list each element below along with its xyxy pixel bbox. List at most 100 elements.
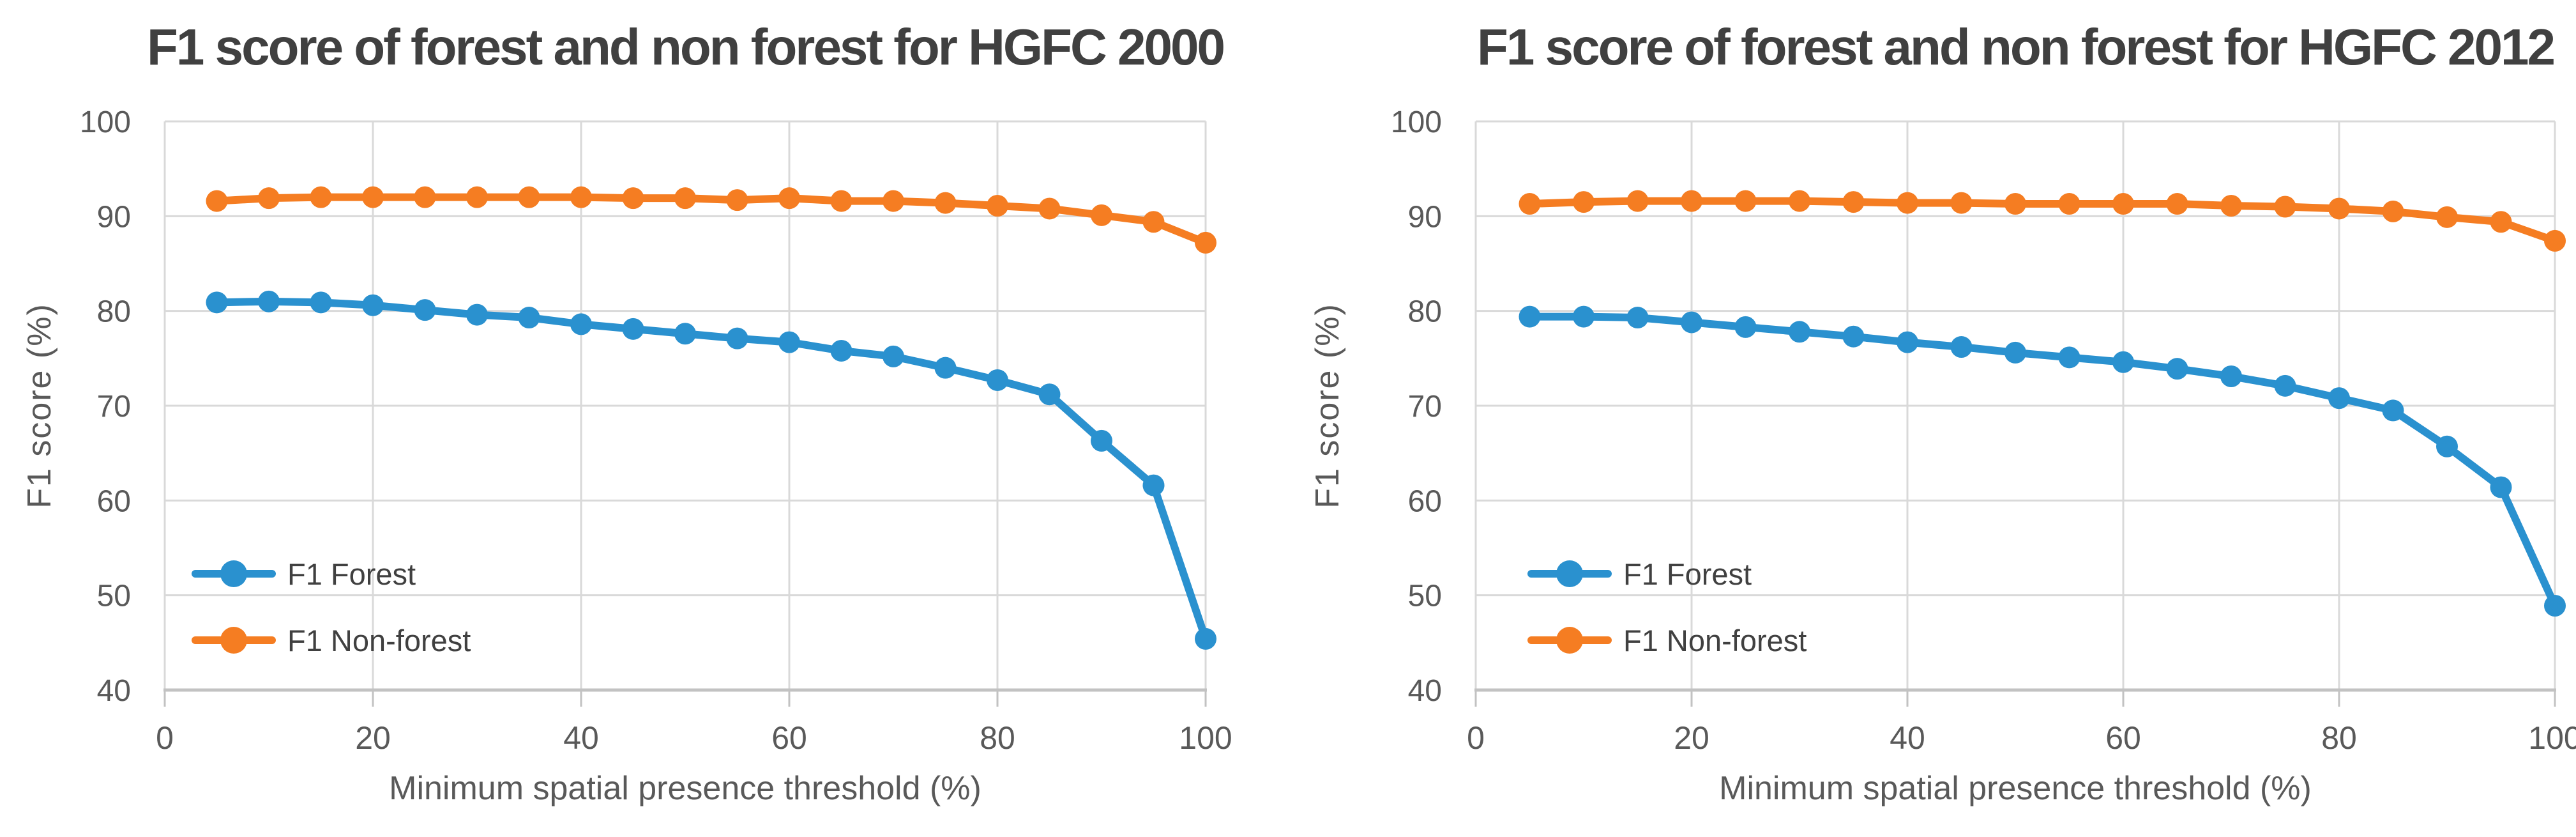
data-point-f1-forest	[1195, 627, 1216, 650]
data-point-f1-non-forest	[362, 186, 384, 208]
data-point-f1-forest	[2112, 351, 2134, 373]
x-tick-label: 0	[156, 720, 174, 756]
data-point-f1-non-forest	[2328, 197, 2350, 220]
data-point-f1-forest	[1142, 474, 1165, 496]
data-point-f1-forest	[1519, 305, 1541, 328]
data-point-f1-forest	[2382, 399, 2404, 422]
y-axis-title: F1 score (%)	[1309, 303, 1346, 509]
data-point-f1-non-forest	[2058, 193, 2080, 215]
legend-marker-icon	[1556, 560, 1583, 587]
y-tick-label: 90	[97, 200, 131, 234]
data-point-f1-non-forest	[2166, 193, 2188, 215]
data-point-f1-forest	[778, 331, 800, 353]
chart-hgfc-2012: 40 50 60 70 80 90 100 0 20 40 60 80 100 F1 score of …	[1288, 0, 2576, 837]
y-axis-title: F1 score (%)	[21, 303, 58, 509]
data-point-f1-forest	[674, 323, 696, 345]
data-point-f1-forest	[987, 369, 1008, 391]
data-point-f1-non-forest	[258, 187, 280, 210]
data-point-f1-non-forest	[1681, 190, 1702, 212]
x-tick-label: 20	[1674, 720, 1709, 756]
legend-label: F1 Forest	[1623, 557, 1752, 591]
data-point-f1-non-forest	[1038, 197, 1061, 220]
data-point-f1-non-forest	[778, 187, 800, 210]
data-point-f1-non-forest	[1789, 190, 1810, 212]
data-point-f1-non-forest	[310, 186, 332, 208]
data-point-f1-non-forest	[1950, 192, 1973, 214]
data-point-f1-forest	[2544, 594, 2566, 617]
data-point-f1-forest	[518, 307, 540, 329]
data-point-f1-forest	[1091, 429, 1112, 452]
x-axis-title: Minimum spatial presence threshold (%)	[1719, 770, 2312, 807]
data-point-f1-non-forest	[2220, 195, 2242, 217]
data-point-f1-forest	[414, 299, 436, 321]
chart-title: F1 score of forest and non forest for HG…	[147, 19, 1225, 75]
data-point-f1-forest	[830, 339, 852, 362]
legend-swatch-forest	[192, 547, 276, 601]
x-tick-label: 60	[771, 720, 807, 756]
data-point-f1-forest	[2490, 476, 2512, 498]
legend-item-f1-forest: F1 Forest	[192, 547, 416, 601]
y-tick-label: 100	[1391, 105, 1442, 139]
data-point-f1-non-forest	[1897, 192, 1918, 214]
data-point-f1-forest	[570, 313, 592, 335]
y-tick-label: 80	[97, 295, 131, 329]
data-point-f1-forest	[934, 357, 957, 379]
data-point-f1-non-forest	[1142, 211, 1165, 233]
legend-marker-icon	[220, 627, 247, 654]
data-point-f1-non-forest	[2544, 229, 2566, 252]
data-point-f1-non-forest	[830, 190, 852, 212]
data-point-f1-forest	[2166, 358, 2188, 380]
data-point-f1-non-forest	[674, 187, 696, 210]
data-point-f1-non-forest	[883, 190, 904, 212]
y-tick-label: 100	[80, 105, 131, 139]
data-point-f1-forest	[1734, 316, 1757, 338]
data-point-f1-forest	[2004, 341, 2026, 364]
data-point-f1-forest	[2328, 387, 2350, 410]
y-tick-label: 40	[97, 674, 131, 708]
data-point-f1-forest	[2220, 365, 2242, 388]
legend-marker-icon	[1556, 627, 1583, 654]
x-tick-label: 40	[1890, 720, 1925, 756]
data-point-f1-forest	[2274, 374, 2296, 397]
legend-label: F1 Non-forest	[287, 623, 471, 657]
y-tick-label: 40	[1408, 674, 1442, 708]
legend-item-f1-non-forest: F1 Non-forest	[1527, 613, 1807, 667]
data-point-f1-non-forest	[1195, 231, 1216, 254]
data-point-f1-non-forest	[2274, 196, 2296, 218]
data-point-f1-non-forest	[1519, 193, 1541, 215]
data-point-f1-non-forest	[206, 190, 228, 212]
x-tick-label: 60	[2105, 720, 2141, 756]
plot-area-2012: 40 50 60 70 80 90 100 0 20 40 60 80 100	[1391, 105, 2576, 756]
data-point-f1-non-forest	[934, 192, 957, 214]
data-point-f1-forest	[1573, 305, 1595, 328]
data-point-f1-forest	[362, 294, 384, 316]
data-point-f1-forest	[1681, 311, 1702, 334]
data-point-f1-non-forest	[1626, 190, 1649, 212]
data-point-f1-non-forest	[414, 186, 436, 208]
data-point-f1-forest	[2436, 435, 2458, 457]
data-point-f1-non-forest	[1842, 191, 1865, 213]
data-point-f1-forest	[2058, 346, 2080, 369]
data-point-f1-non-forest	[570, 186, 592, 208]
y-tick-label: 60	[97, 484, 131, 518]
data-point-f1-forest	[1950, 336, 1973, 358]
x-tick-label: 100	[2528, 720, 2576, 756]
data-point-f1-non-forest	[2004, 193, 2026, 215]
data-point-f1-non-forest	[2490, 211, 2512, 233]
data-point-f1-non-forest	[466, 186, 488, 208]
x-tick-label: 0	[1467, 720, 1485, 756]
data-point-f1-forest	[726, 327, 748, 349]
data-point-f1-non-forest	[1091, 204, 1112, 226]
legend-swatch-non-forest	[192, 613, 276, 667]
x-tick-label: 80	[980, 720, 1015, 756]
data-point-f1-non-forest	[518, 186, 540, 208]
chart-title: F1 score of forest and non forest for HG…	[1477, 19, 2556, 75]
data-point-f1-forest	[883, 345, 904, 367]
x-tick-label: 40	[563, 720, 599, 756]
x-tick-label: 20	[355, 720, 391, 756]
data-point-f1-forest	[1842, 325, 1865, 348]
legend-swatch-forest	[1527, 547, 1612, 601]
legend-marker-icon	[220, 560, 247, 587]
y-tick-label: 50	[97, 580, 131, 613]
data-point-f1-non-forest	[1734, 190, 1757, 212]
